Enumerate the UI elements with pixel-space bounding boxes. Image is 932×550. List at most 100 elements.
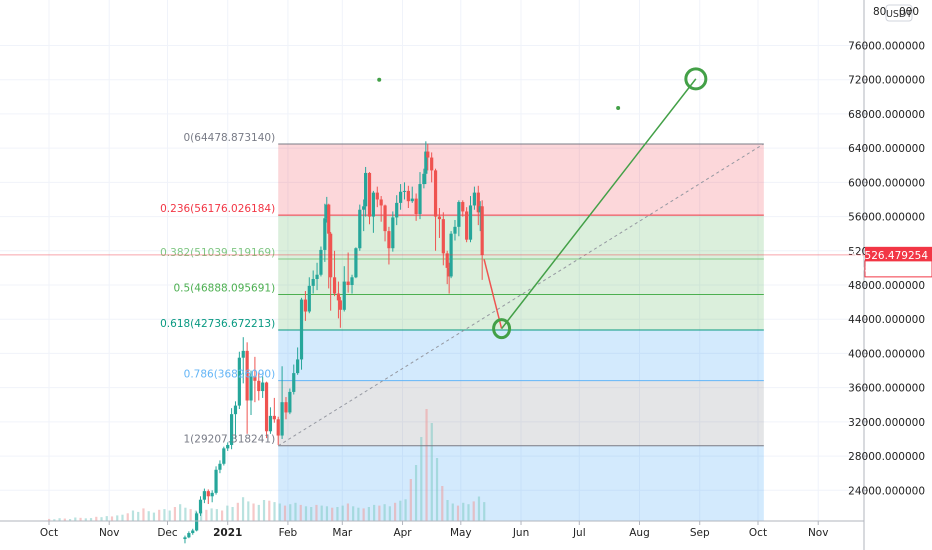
candle-body [307, 285, 311, 312]
candle-body [358, 209, 362, 249]
volume-bar [456, 505, 460, 521]
volume-bars [48, 409, 486, 521]
candle-body [367, 172, 372, 217]
candle-body [327, 204, 331, 234]
volume-bar [68, 519, 72, 521]
volume-bar [110, 516, 114, 521]
price-badges: 51526.47925441:2849885.162999 [0, 246, 932, 278]
fib-label: 0.236(56176.026184) [160, 203, 275, 215]
candle-body [299, 299, 304, 360]
candle-body [210, 492, 214, 497]
candle-body [206, 491, 210, 497]
candle-body [202, 491, 206, 500]
unit-badge[interactable] [885, 4, 913, 22]
candle-body [364, 172, 368, 207]
price-tick-label: 44000.000000 [848, 314, 925, 326]
trendline [277, 143, 765, 447]
candle-body [468, 205, 473, 240]
fib-label: 0.786(36826 [184, 369, 252, 381]
volume-bar [63, 518, 66, 521]
candle-body [402, 190, 407, 192]
candle-body [441, 219, 445, 254]
volume-bar [451, 503, 454, 521]
candle-body [268, 415, 273, 432]
price-badge-label: 49885.162999 [851, 264, 928, 276]
candle-body [229, 414, 234, 445]
candle-body [319, 249, 323, 275]
unit-label: USDT [886, 9, 912, 20]
price-tick-label: 24000.000000 [848, 485, 925, 497]
volume-bar [131, 510, 135, 521]
projection-drawing[interactable] [377, 67, 708, 340]
volume-bar [325, 506, 329, 521]
price-tick-label-top-suffix: 000 [899, 6, 919, 18]
volume-bar [137, 511, 140, 521]
fib-label: 0.618(42736.672213) [160, 318, 275, 330]
volume-bar [477, 496, 481, 521]
projection-circle[interactable] [492, 318, 512, 340]
projection-rise-line[interactable] [501, 78, 697, 330]
fib-label: 0.382(51039.519169) [160, 247, 275, 259]
candle-body [323, 218, 327, 250]
volume-bar [168, 510, 171, 521]
time-tick-label: Mar [332, 527, 352, 539]
volume-bar [294, 502, 297, 521]
candle-body [195, 513, 199, 531]
candle-body [433, 170, 438, 217]
candle-body [447, 267, 451, 277]
candle-body [422, 173, 426, 185]
time-axis[interactable]: Oct Nov Dec 2021 Feb Mar Apr May Jun Jul Aug Sep Oct… [0, 520, 864, 539]
price-tick-label: 28000.000000 [848, 451, 925, 463]
volume-bar [53, 519, 56, 521]
volume-bar [257, 504, 260, 521]
fib-extension-zone [278, 445, 764, 521]
time-tick-label: Dec [157, 527, 178, 539]
volume-bar [84, 518, 87, 521]
price-tick-label: 64000.000000 [848, 143, 925, 155]
volume-bar [200, 511, 203, 521]
projection-dot [377, 77, 382, 82]
candle-body [371, 192, 375, 217]
volume-bar [299, 504, 302, 521]
volume-bar [95, 516, 98, 521]
volume-bar [472, 501, 475, 521]
projection-circle[interactable] [684, 67, 708, 91]
volume-bar [467, 504, 470, 521]
candle-body [346, 281, 350, 285]
candle-body [233, 405, 238, 415]
volume-bar [346, 503, 350, 521]
volume-bar [74, 517, 77, 521]
time-tick-label: Sep [690, 527, 710, 539]
price-tick-label: 32000.000000 [848, 417, 925, 429]
volume-bar [252, 503, 255, 521]
candle-body [257, 380, 261, 392]
projection-dot [616, 105, 621, 110]
time-tick-label: 2021 [213, 527, 242, 539]
volume-bar [383, 504, 386, 521]
candle-body [391, 217, 395, 249]
candle-body [261, 382, 265, 392]
candle-body [406, 190, 410, 202]
fib-lines [278, 143, 764, 447]
volume-bar [121, 514, 124, 521]
volume-bar [352, 506, 355, 521]
candle-body [332, 277, 337, 294]
projection-drop-line[interactable] [483, 259, 503, 329]
candle-body [437, 216, 442, 220]
candle-body [362, 206, 366, 210]
volume-bar [315, 504, 318, 521]
fib-zone [278, 294, 764, 331]
price-badge [864, 260, 932, 278]
candle-body [387, 231, 391, 249]
candle-body [187, 533, 191, 538]
candle-body [272, 415, 276, 420]
volume-bar [231, 507, 234, 521]
volume-bar [289, 504, 292, 521]
volume-bar [404, 499, 407, 521]
volume-bar [79, 517, 82, 521]
volume-bar [147, 511, 150, 521]
price-tick-label: 60000.000000 [848, 177, 925, 189]
time-tick-label: Jun [512, 527, 529, 539]
candle-body [292, 373, 296, 392]
